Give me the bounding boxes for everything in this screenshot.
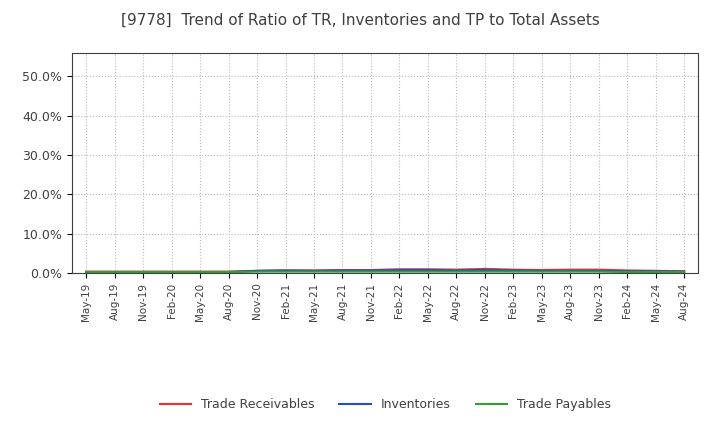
Inventories (282, 268, 290, 273)
Trade Payables (167, 269, 176, 275)
Trade Payables (480, 269, 489, 274)
Inventories (366, 268, 375, 273)
Trade Payables (282, 269, 290, 274)
Trade Payables (310, 269, 318, 274)
Inventories (139, 269, 148, 275)
Trade Receivables (253, 268, 261, 274)
Inventories (452, 268, 461, 273)
Trade Payables (623, 269, 631, 275)
Trade Receivables (139, 269, 148, 274)
Trade Payables (110, 269, 119, 275)
Text: [9778]  Trend of Ratio of TR, Inventories and TP to Total Assets: [9778] Trend of Ratio of TR, Inventories… (120, 13, 600, 28)
Inventories (82, 269, 91, 275)
Inventories (196, 269, 204, 275)
Trade Receivables (537, 268, 546, 273)
Trade Receivables (652, 268, 660, 274)
Inventories (595, 268, 603, 274)
Trade Receivables (196, 269, 204, 274)
Inventories (423, 268, 432, 273)
Trade Receivables (225, 269, 233, 274)
Inventories (566, 268, 575, 274)
Trade Receivables (82, 269, 91, 274)
Inventories (480, 268, 489, 273)
Inventories (167, 269, 176, 275)
Trade Receivables (310, 268, 318, 273)
Trade Receivables (566, 267, 575, 272)
Trade Payables (652, 269, 660, 275)
Trade Payables (253, 269, 261, 274)
Inventories (225, 269, 233, 275)
Trade Receivables (167, 269, 176, 274)
Trade Receivables (509, 267, 518, 272)
Inventories (680, 269, 688, 274)
Trade Payables (395, 269, 404, 274)
Trade Payables (537, 269, 546, 274)
Trade Payables (139, 269, 148, 275)
Inventories (338, 268, 347, 273)
Trade Receivables (338, 268, 347, 273)
Inventories (623, 268, 631, 274)
Line: Inventories: Inventories (86, 270, 684, 272)
Trade Payables (566, 269, 575, 274)
Inventories (537, 268, 546, 274)
Trade Payables (196, 269, 204, 275)
Trade Payables (509, 269, 518, 274)
Inventories (310, 268, 318, 274)
Trade Receivables (452, 267, 461, 272)
Trade Receivables (282, 268, 290, 273)
Trade Payables (82, 269, 91, 275)
Trade Payables (452, 269, 461, 274)
Inventories (395, 268, 404, 273)
Trade Payables (366, 269, 375, 274)
Trade Receivables (623, 268, 631, 273)
Trade Payables (595, 269, 603, 274)
Inventories (110, 269, 119, 275)
Trade Receivables (480, 266, 489, 271)
Trade Payables (423, 269, 432, 274)
Inventories (509, 268, 518, 273)
Trade Receivables (395, 267, 404, 272)
Line: Trade Receivables: Trade Receivables (86, 269, 684, 271)
Trade Receivables (680, 268, 688, 274)
Trade Receivables (366, 268, 375, 273)
Trade Receivables (110, 269, 119, 274)
Trade Payables (338, 269, 347, 274)
Inventories (652, 268, 660, 274)
Trade Receivables (423, 267, 432, 272)
Trade Receivables (595, 267, 603, 272)
Trade Payables (225, 269, 233, 275)
Legend: Trade Receivables, Inventories, Trade Payables: Trade Receivables, Inventories, Trade Pa… (155, 393, 616, 416)
Inventories (253, 268, 261, 274)
Trade Payables (680, 269, 688, 275)
